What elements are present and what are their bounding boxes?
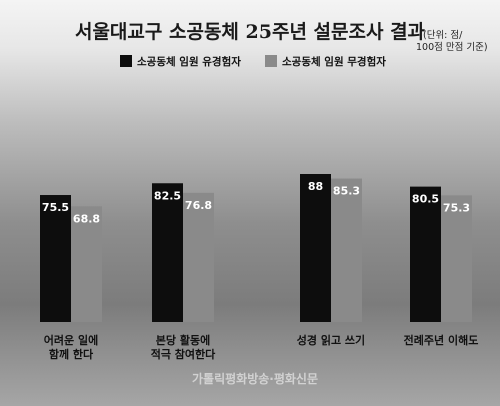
unit-note-line-1: (단위: 점/ — [423, 29, 463, 41]
value-label-series-1-cat-3: 88 — [308, 180, 323, 193]
bar-series-1-cat-2 — [152, 183, 183, 322]
value-label-series-1-cat-1: 75.5 — [42, 201, 69, 214]
legend-swatch-inexperienced — [265, 55, 277, 67]
value-label-series-1-cat-2: 82.5 — [154, 189, 181, 202]
bars-layer: 75.5 68.8 82.5 76.8 88 85.3 80.5 75.3 — [40, 174, 472, 322]
bar-series-1-cat-3 — [300, 174, 331, 322]
value-label-series-2-cat-3: 85.3 — [333, 185, 360, 198]
bar-series-2-cat-3 — [331, 178, 362, 322]
legend-label-inexperienced: 소공동체 임원 무경험자 — [282, 55, 386, 68]
legend-swatch-experienced — [120, 55, 132, 67]
category-label-4-line-1: 전례주년 이해도 — [404, 333, 479, 347]
legend-label-experienced: 소공동체 임원 유경험자 — [137, 55, 241, 68]
legend: 소공동체 임원 유경험자 소공동체 임원 무경험자 — [120, 55, 386, 68]
credit-text: 가톨릭평화방송·평화신문 — [192, 371, 318, 386]
bar-series-2-cat-2 — [183, 192, 214, 322]
bar-series-2-cat-1 — [71, 206, 102, 322]
category-label-3-line-1: 성경 읽고 쓰기 — [297, 333, 365, 347]
category-label-1-line-1: 어려운 일에 — [44, 333, 98, 347]
unit-note-line-2: 100점 만점 기준) — [416, 41, 488, 53]
value-label-series-2-cat-4: 75.3 — [443, 201, 470, 214]
value-label-series-1-cat-4: 80.5 — [412, 193, 439, 206]
bar-series-1-cat-1 — [40, 195, 71, 322]
category-label-2-line-2: 적극 참여한다 — [151, 347, 216, 361]
value-label-series-2-cat-2: 76.8 — [185, 199, 212, 212]
bar-series-2-cat-4 — [441, 195, 472, 322]
value-label-series-2-cat-1: 68.8 — [73, 212, 100, 225]
chart-title: 서울대교구 소공동체 25주년 설문조사 결과 — [75, 21, 426, 43]
bar-series-1-cat-4 — [410, 186, 441, 322]
category-label-1-line-2: 함께 한다 — [49, 347, 94, 361]
category-label-2-line-1: 본당 활동에 — [156, 333, 210, 347]
